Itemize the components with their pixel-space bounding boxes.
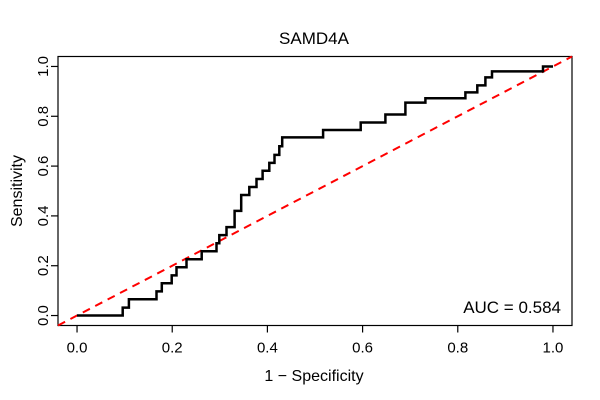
y-tick-label: 0.0 [35,305,52,326]
auc-annotation: AUC = 0.584 [463,298,561,317]
chart-title: SAMD4A [279,29,350,48]
x-tick-label: 1.0 [543,340,564,357]
x-tick-label: 0.0 [67,340,88,357]
y-tick-label: 0.2 [35,255,52,276]
chance-diagonal-line [57,55,573,327]
roc-curve-line [77,65,553,317]
y-axis-ticks: 0.0 0.2 0.4 0.6 0.8 1.0 [35,56,58,326]
y-tick-label: 1.0 [35,56,52,77]
x-axis-ticks: 0.0 0.2 0.4 0.6 0.8 1.0 [67,325,564,357]
y-axis-label: Sensitivity [9,155,26,227]
y-tick-label: 0.4 [35,205,52,226]
x-tick-label: 0.2 [162,340,183,357]
x-tick-label: 0.8 [447,340,468,357]
y-tick-label: 0.6 [35,156,52,177]
x-tick-label: 0.6 [352,340,373,357]
x-axis-label: 1 − Specificity [264,368,363,385]
y-tick-label: 0.8 [35,106,52,127]
x-tick-label: 0.4 [257,340,278,357]
plot-border-box [57,55,573,327]
